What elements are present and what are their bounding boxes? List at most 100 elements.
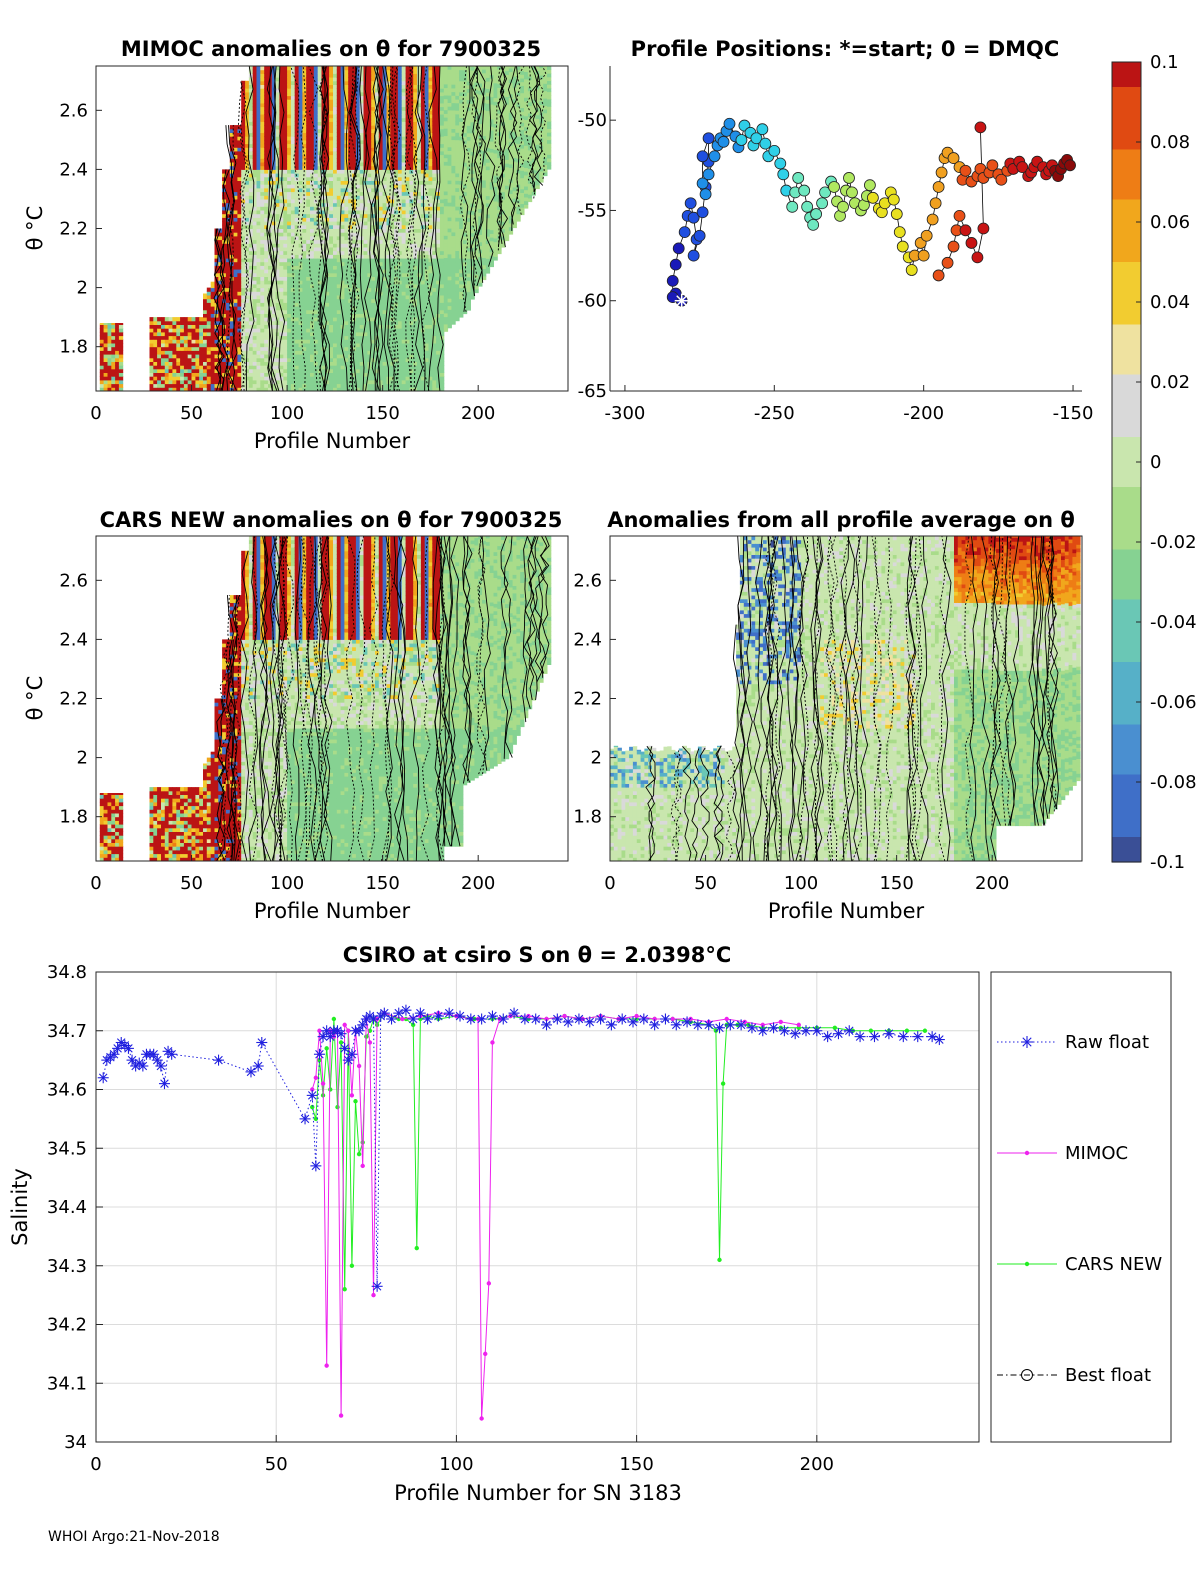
mimoc-cell (241, 283, 246, 289)
mimoc-cell (214, 357, 219, 362)
mimoc-cell (405, 368, 410, 373)
mimoc-cell (237, 313, 242, 318)
mimoc-cell (268, 265, 273, 270)
mimoc-cell (233, 331, 238, 337)
mimoc-cell (348, 187, 353, 193)
mimoc-cell (118, 331, 124, 337)
mimoc-cell (375, 235, 380, 241)
mimoc-cell (348, 346, 353, 351)
mimoc-cell (405, 306, 410, 311)
mimoc-cell (298, 213, 303, 218)
mimoc-cell (99, 339, 105, 344)
mimoc-cell (225, 376, 231, 381)
mimoc-cell (294, 368, 299, 373)
mimoc-cell (275, 269, 280, 274)
mimoc-cell (237, 176, 242, 181)
mimoc-cell (363, 272, 368, 277)
mimoc-cell (283, 221, 288, 226)
mimoc-cell (313, 313, 319, 318)
mimoc-cell (176, 365, 181, 370)
mimoc-cell (298, 180, 303, 185)
mimoc-cell (409, 184, 414, 189)
mimoc-cell (279, 368, 284, 373)
mimoc-cell (405, 162, 410, 167)
mimoc-cell (222, 372, 227, 377)
mimoc-cell (287, 91, 292, 97)
mimoc-cell (413, 73, 418, 78)
mimoc-cell (264, 173, 269, 178)
mimoc-cell (203, 346, 208, 351)
mimoc-cell (394, 302, 399, 307)
mimoc-cell (245, 254, 250, 259)
mimoc-cell (340, 169, 345, 174)
mimoc-cell (310, 180, 315, 185)
mimoc-cell (245, 376, 250, 381)
mimoc-cell (290, 372, 296, 377)
mimoc-cell (340, 88, 345, 93)
mimoc-cell (352, 357, 357, 362)
mimoc-cell (386, 88, 391, 93)
mimoc-cell (161, 354, 166, 359)
mimoc-cell (333, 383, 338, 388)
mimoc-cell (405, 173, 410, 178)
mimoc-cell (378, 379, 384, 385)
mimoc-cell (290, 114, 296, 119)
mimoc-cell (260, 169, 265, 174)
mimoc-cell (229, 191, 235, 196)
mimoc-cell (248, 99, 254, 104)
mimoc-cell (287, 69, 292, 74)
mimoc-cell (256, 125, 261, 130)
mimoc-cell (386, 217, 391, 222)
mimoc-cell (237, 243, 242, 248)
mimoc-cell (268, 335, 273, 340)
mimoc-cell (352, 88, 357, 93)
mimoc-cell (306, 357, 311, 362)
mimoc-cell (310, 84, 315, 89)
mimoc-cell (401, 276, 406, 281)
mimoc-cell (298, 77, 303, 82)
mimoc-cell (394, 165, 399, 170)
mimoc-cell (340, 354, 345, 359)
mimoc-cell (355, 125, 361, 130)
mimoc-cell (367, 147, 372, 152)
mimoc-cell (409, 213, 414, 218)
mimoc-cell (359, 173, 364, 178)
mimoc-cell (317, 343, 322, 348)
mimoc-cell (340, 139, 345, 145)
mimoc-cell (401, 272, 406, 277)
mimoc-cell (187, 346, 192, 351)
mimoc-cell (405, 317, 410, 322)
mimoc-cell (375, 99, 380, 104)
mimoc-cell (306, 162, 311, 167)
mimoc-cell (321, 339, 326, 344)
mimoc-cell (325, 121, 330, 126)
mimoc-cell (367, 354, 372, 359)
mimoc-cell (222, 191, 227, 196)
mimoc-cell (245, 383, 250, 388)
mimoc-cell (187, 324, 192, 329)
mimoc-cell (333, 368, 338, 373)
mimoc-cell (333, 317, 338, 322)
mimoc-cell (252, 132, 257, 137)
mimoc-cell (252, 306, 257, 311)
mimoc-cell (375, 102, 380, 108)
mimoc-cell (306, 173, 311, 178)
mimoc-cell (172, 361, 177, 366)
mimoc-cell (359, 158, 364, 163)
mimoc-cell (333, 298, 338, 303)
mimoc-cell (409, 195, 414, 200)
mimoc-cell (180, 328, 185, 333)
mimoc-cell (279, 228, 284, 233)
mimoc-cell (333, 350, 338, 355)
mimoc-cell (355, 339, 361, 344)
mimoc-cell (248, 221, 254, 226)
mimoc-cell (187, 368, 192, 373)
mimoc-cell (336, 379, 342, 385)
mimoc-cell (245, 243, 250, 248)
mimoc-cell (371, 302, 376, 307)
mimoc-cell (359, 195, 364, 200)
mimoc-cell (256, 80, 261, 85)
mimoc-cell (176, 379, 181, 385)
mimoc-cell (283, 184, 288, 189)
mimoc-cell (325, 291, 330, 296)
